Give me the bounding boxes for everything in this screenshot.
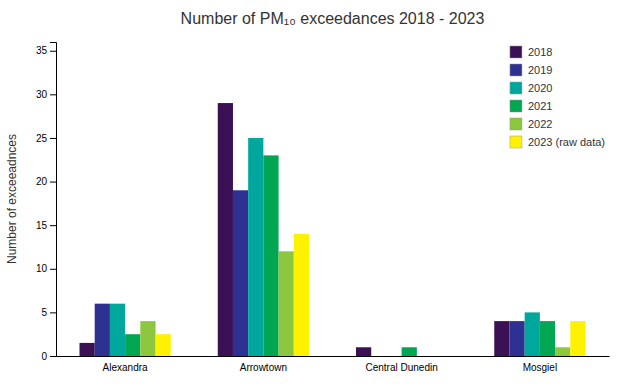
bars	[80, 103, 586, 356]
tick-mark	[50, 312, 56, 313]
bar	[110, 304, 125, 356]
axis-line	[57, 356, 610, 357]
legend-swatch	[510, 46, 522, 58]
y-tick-label: 5	[41, 307, 47, 318]
title: Number of PM₁₀ exceedances 2018 - 2023	[181, 10, 485, 27]
bar	[525, 312, 540, 356]
bar	[294, 234, 309, 356]
bar	[218, 103, 233, 356]
tick-mark	[50, 138, 56, 139]
bar-series	[110, 138, 540, 356]
legend-swatch	[510, 136, 522, 148]
plot-area: 0 5 10 15 20 25 30 35 Alexandra Arrowtown Central …	[36, 43, 610, 374]
x-axis: Alexandra Arrowtown Central Dunedin Mosgiel	[57, 357, 610, 374]
y-axis: 0 5 10 15 20 25 30 35	[36, 43, 57, 362]
bar-series	[140, 251, 570, 356]
x-tick-label: Arrowtown	[240, 362, 287, 373]
bar	[540, 321, 555, 356]
y-tick: 25	[36, 133, 56, 144]
y-tick: 35	[36, 45, 56, 56]
legend-label: 2023 (raw data)	[528, 136, 605, 148]
bar	[279, 251, 294, 356]
bar	[509, 321, 524, 356]
bar	[555, 347, 570, 356]
tick-mark	[50, 94, 56, 95]
legend-swatch	[510, 100, 522, 112]
legend-label: 2020	[528, 82, 552, 94]
y-tick-label: 15	[36, 220, 48, 231]
bar	[386, 356, 401, 357]
legend-swatch	[510, 82, 522, 94]
axis-line	[50, 43, 57, 357]
bar	[432, 356, 447, 357]
y-tick-label: 0	[41, 351, 47, 362]
x-tick: Arrowtown	[240, 362, 287, 373]
tick-mark	[50, 182, 56, 183]
legend-item: 2018	[510, 46, 552, 58]
bar	[371, 356, 386, 357]
y-tick-label: 20	[36, 176, 48, 187]
tick-mark	[50, 225, 56, 226]
legend-swatch	[510, 118, 522, 130]
bar	[125, 334, 140, 356]
chart: 0 5 10 15 20 25 30 35 Alexandra Arrowtown Central …	[0, 0, 621, 388]
bar	[156, 334, 171, 356]
legend-item: 2019	[510, 64, 552, 76]
x-tick-label: Mosgiel	[523, 362, 557, 373]
bar	[140, 321, 155, 356]
x-tick: Alexandra	[103, 362, 148, 373]
y-tick: 5	[41, 307, 56, 318]
y-axis-label: Number of exceeadnces	[5, 134, 19, 264]
legend-label: 2021	[528, 100, 552, 112]
y-tick: 0	[41, 351, 56, 362]
bar	[402, 347, 417, 356]
x-tick-label: Alexandra	[103, 362, 148, 373]
legend-swatch	[510, 64, 522, 76]
y-tick: 10	[36, 263, 56, 274]
bar-series	[80, 103, 510, 356]
bar	[80, 343, 95, 356]
x-tick-label: Central Dunedin	[365, 362, 437, 373]
bar	[356, 347, 371, 356]
legend: 2018 2019 2020 2021 2022 2023 (raw data)	[510, 46, 605, 148]
bar	[263, 155, 278, 356]
tick-mark	[50, 269, 56, 270]
bar	[494, 321, 509, 356]
bar	[570, 321, 585, 356]
y-tick: 15	[36, 220, 56, 231]
legend-item: 2022	[510, 118, 552, 130]
legend-item: 2023 (raw data)	[510, 136, 605, 148]
bar-series	[125, 155, 555, 356]
legend-item: 2020	[510, 82, 552, 94]
legend-label: 2018	[528, 46, 552, 58]
y-tick: 20	[36, 176, 56, 187]
bar	[95, 304, 110, 356]
y-tick-label: 30	[36, 89, 48, 100]
x-tick: Mosgiel	[523, 362, 557, 373]
legend-item: 2021	[510, 100, 552, 112]
bar	[417, 356, 432, 357]
y-tick-label: 35	[36, 45, 48, 56]
bar-series	[95, 190, 525, 356]
bar	[248, 138, 263, 356]
tick-mark	[50, 51, 56, 52]
legend-label: 2019	[528, 64, 552, 76]
bar-series	[156, 234, 586, 356]
y-tick-label: 25	[36, 133, 48, 144]
y-tick-label: 10	[36, 263, 48, 274]
tick-mark	[50, 356, 56, 357]
bar	[233, 190, 248, 356]
y-tick: 30	[36, 89, 56, 100]
legend-label: 2022	[528, 118, 552, 130]
x-tick: Central Dunedin	[365, 362, 437, 373]
